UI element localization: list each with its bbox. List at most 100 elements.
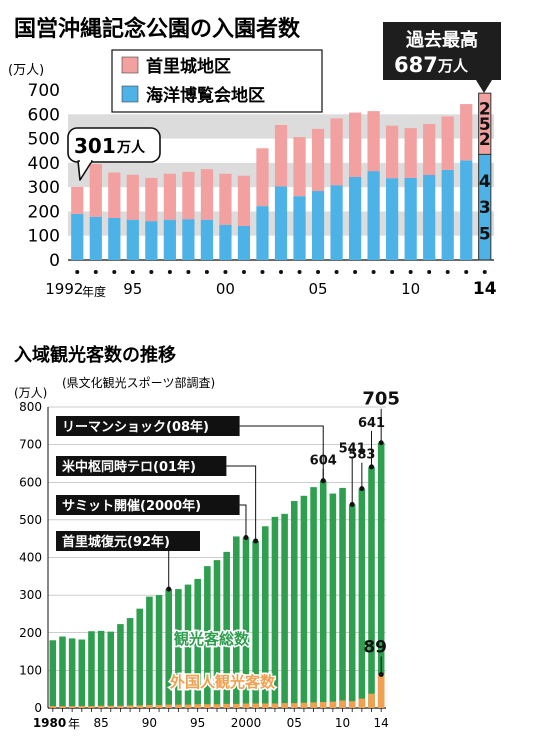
y-tick-label: 500 — [19, 513, 42, 527]
bar-kaiyo — [126, 219, 139, 260]
x-tick-dot — [427, 270, 432, 274]
legend-swatch-kaiyo — [121, 85, 139, 103]
bar-shuri — [256, 148, 269, 207]
annotation-box — [56, 416, 240, 436]
value-label: 583 — [348, 448, 375, 463]
bar-total — [97, 630, 105, 708]
y-tick-label: 200 — [19, 626, 42, 640]
bar-foreign — [281, 703, 288, 708]
bar-foreign — [300, 702, 308, 708]
chart2-series-label-total: 観光客総数 — [174, 630, 250, 648]
bar-foreign — [175, 704, 182, 708]
annotation-leader — [239, 425, 324, 481]
x-tick-dot — [149, 270, 154, 274]
x-tick-dot — [482, 270, 487, 274]
bar-foreign — [310, 702, 317, 708]
bar-total — [242, 537, 250, 708]
bar-shuri — [441, 116, 454, 170]
annotation-box — [56, 456, 227, 476]
y-tick-label: 400 — [19, 551, 42, 565]
bar-total — [59, 636, 66, 708]
callout-first-value: 301 — [74, 134, 116, 158]
x-tick-label: 2000 — [231, 716, 262, 730]
bar-foreign — [68, 706, 76, 708]
bar-kaiyo — [163, 219, 176, 260]
bar-kaiyo — [386, 178, 399, 260]
x-tick-label: 10 — [401, 280, 420, 298]
bar-foreign — [97, 705, 105, 708]
bar-foreign — [136, 705, 144, 708]
annotation-label: リーマンショック(08年) — [62, 419, 209, 435]
bar-kaiyo — [274, 186, 288, 260]
chart2-title: 入域観光客数の推移 — [14, 344, 176, 366]
bar-total — [310, 487, 317, 708]
x-tick-label: 00 — [216, 280, 235, 298]
bar-total — [252, 540, 259, 708]
bar-foreign — [49, 706, 57, 708]
bar-total — [194, 578, 201, 708]
x-tick-label: 05 — [287, 716, 302, 730]
x-tick-label: 05 — [308, 280, 327, 298]
bar-foreign — [319, 701, 327, 708]
x-tick-dot — [464, 270, 469, 274]
bar-shuri — [423, 124, 436, 175]
label-2014-shuri-digit: 5 — [479, 115, 491, 135]
bar-foreign — [184, 704, 192, 708]
bar-shuri — [367, 111, 380, 172]
chart1-x-ticks: 1992 95 00 05 10 14 — [45, 270, 497, 299]
bar-total — [262, 526, 269, 708]
bar-total — [117, 624, 124, 708]
y-tick-label: 300 — [19, 588, 42, 602]
y-tick-label: 0 — [49, 251, 60, 271]
bar-foreign — [233, 703, 240, 708]
bar-total — [184, 584, 192, 708]
chart1-y-unit: (万人) — [8, 63, 44, 78]
x-tick-dot — [408, 270, 413, 274]
value-label: 604 — [310, 454, 337, 469]
x-tick-dot — [445, 270, 450, 274]
bar-total — [290, 501, 298, 708]
value-dot — [320, 478, 326, 484]
x-tick-dot — [93, 270, 98, 274]
bar-kaiyo — [423, 175, 436, 260]
callout-record-title: 過去最高 — [406, 29, 478, 51]
x-tick-dot — [223, 270, 228, 274]
bar-total — [223, 551, 230, 708]
chart-tourists: 入域観光客数の推移 (万人) (県文化観光スポーツ部調査) 0 100 200 300… — [14, 344, 400, 731]
x-tick-dot — [130, 270, 135, 274]
bar-total — [88, 631, 95, 708]
bar-shuri — [182, 171, 195, 220]
value-label: 89 — [363, 638, 387, 658]
x-tick-dot — [167, 270, 172, 274]
label-2014-kaiyo-digit: 5 — [479, 225, 491, 245]
y-tick-label: 700 — [28, 81, 60, 101]
bar-foreign — [223, 703, 230, 708]
annotation-leader — [226, 465, 257, 541]
chart2-y-ticks: 0 100 200 300 400 500 600 700 800 — [19, 400, 42, 715]
annotation-label: 米中枢同時テロ(01年) — [62, 459, 196, 475]
callout-record-value: 687 — [394, 53, 438, 77]
bar-kaiyo — [348, 176, 362, 260]
label-2014-kaiyo-digit: 4 — [479, 172, 491, 192]
bar-shuri — [200, 169, 214, 220]
bar-foreign — [339, 700, 346, 708]
bar-shuri — [404, 128, 417, 178]
bar-shuri — [145, 177, 158, 222]
value-label: 705 — [362, 389, 400, 410]
x-tick-dot — [279, 270, 283, 274]
bar-shuri — [237, 175, 251, 226]
bar-kaiyo — [71, 213, 84, 260]
bar-kaiyo — [330, 185, 343, 260]
bar-kaiyo — [182, 219, 195, 260]
legend-label-kaiyo: 海洋博覧会地区 — [146, 85, 265, 106]
value-dot — [378, 672, 384, 678]
x-tick-label: 90 — [142, 716, 157, 730]
bar-foreign — [59, 706, 66, 708]
x-tick-dot — [297, 270, 302, 274]
value-label: 541 — [339, 441, 366, 456]
callout-record: 過去最高 687 万人 — [383, 22, 501, 93]
bar-total — [155, 595, 163, 708]
chart1-x-unit: 年度 — [82, 284, 106, 299]
value-dot — [378, 440, 384, 446]
